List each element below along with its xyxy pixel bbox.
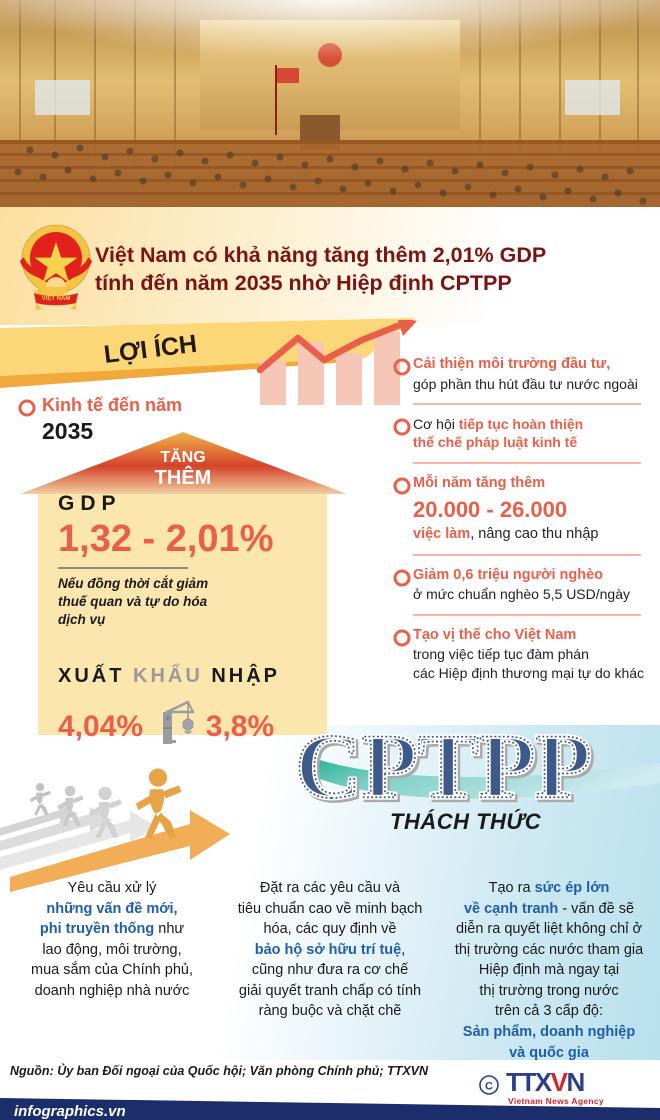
svg-text:THÊM: THÊM — [155, 465, 212, 489]
svg-text:VIỆT NAM: VIỆT NAM — [42, 294, 71, 302]
svg-text:TĂNG: TĂNG — [160, 447, 205, 466]
svg-text:C: C — [485, 1081, 493, 1093]
svg-text:CPTPP: CPTPP — [295, 715, 591, 817]
